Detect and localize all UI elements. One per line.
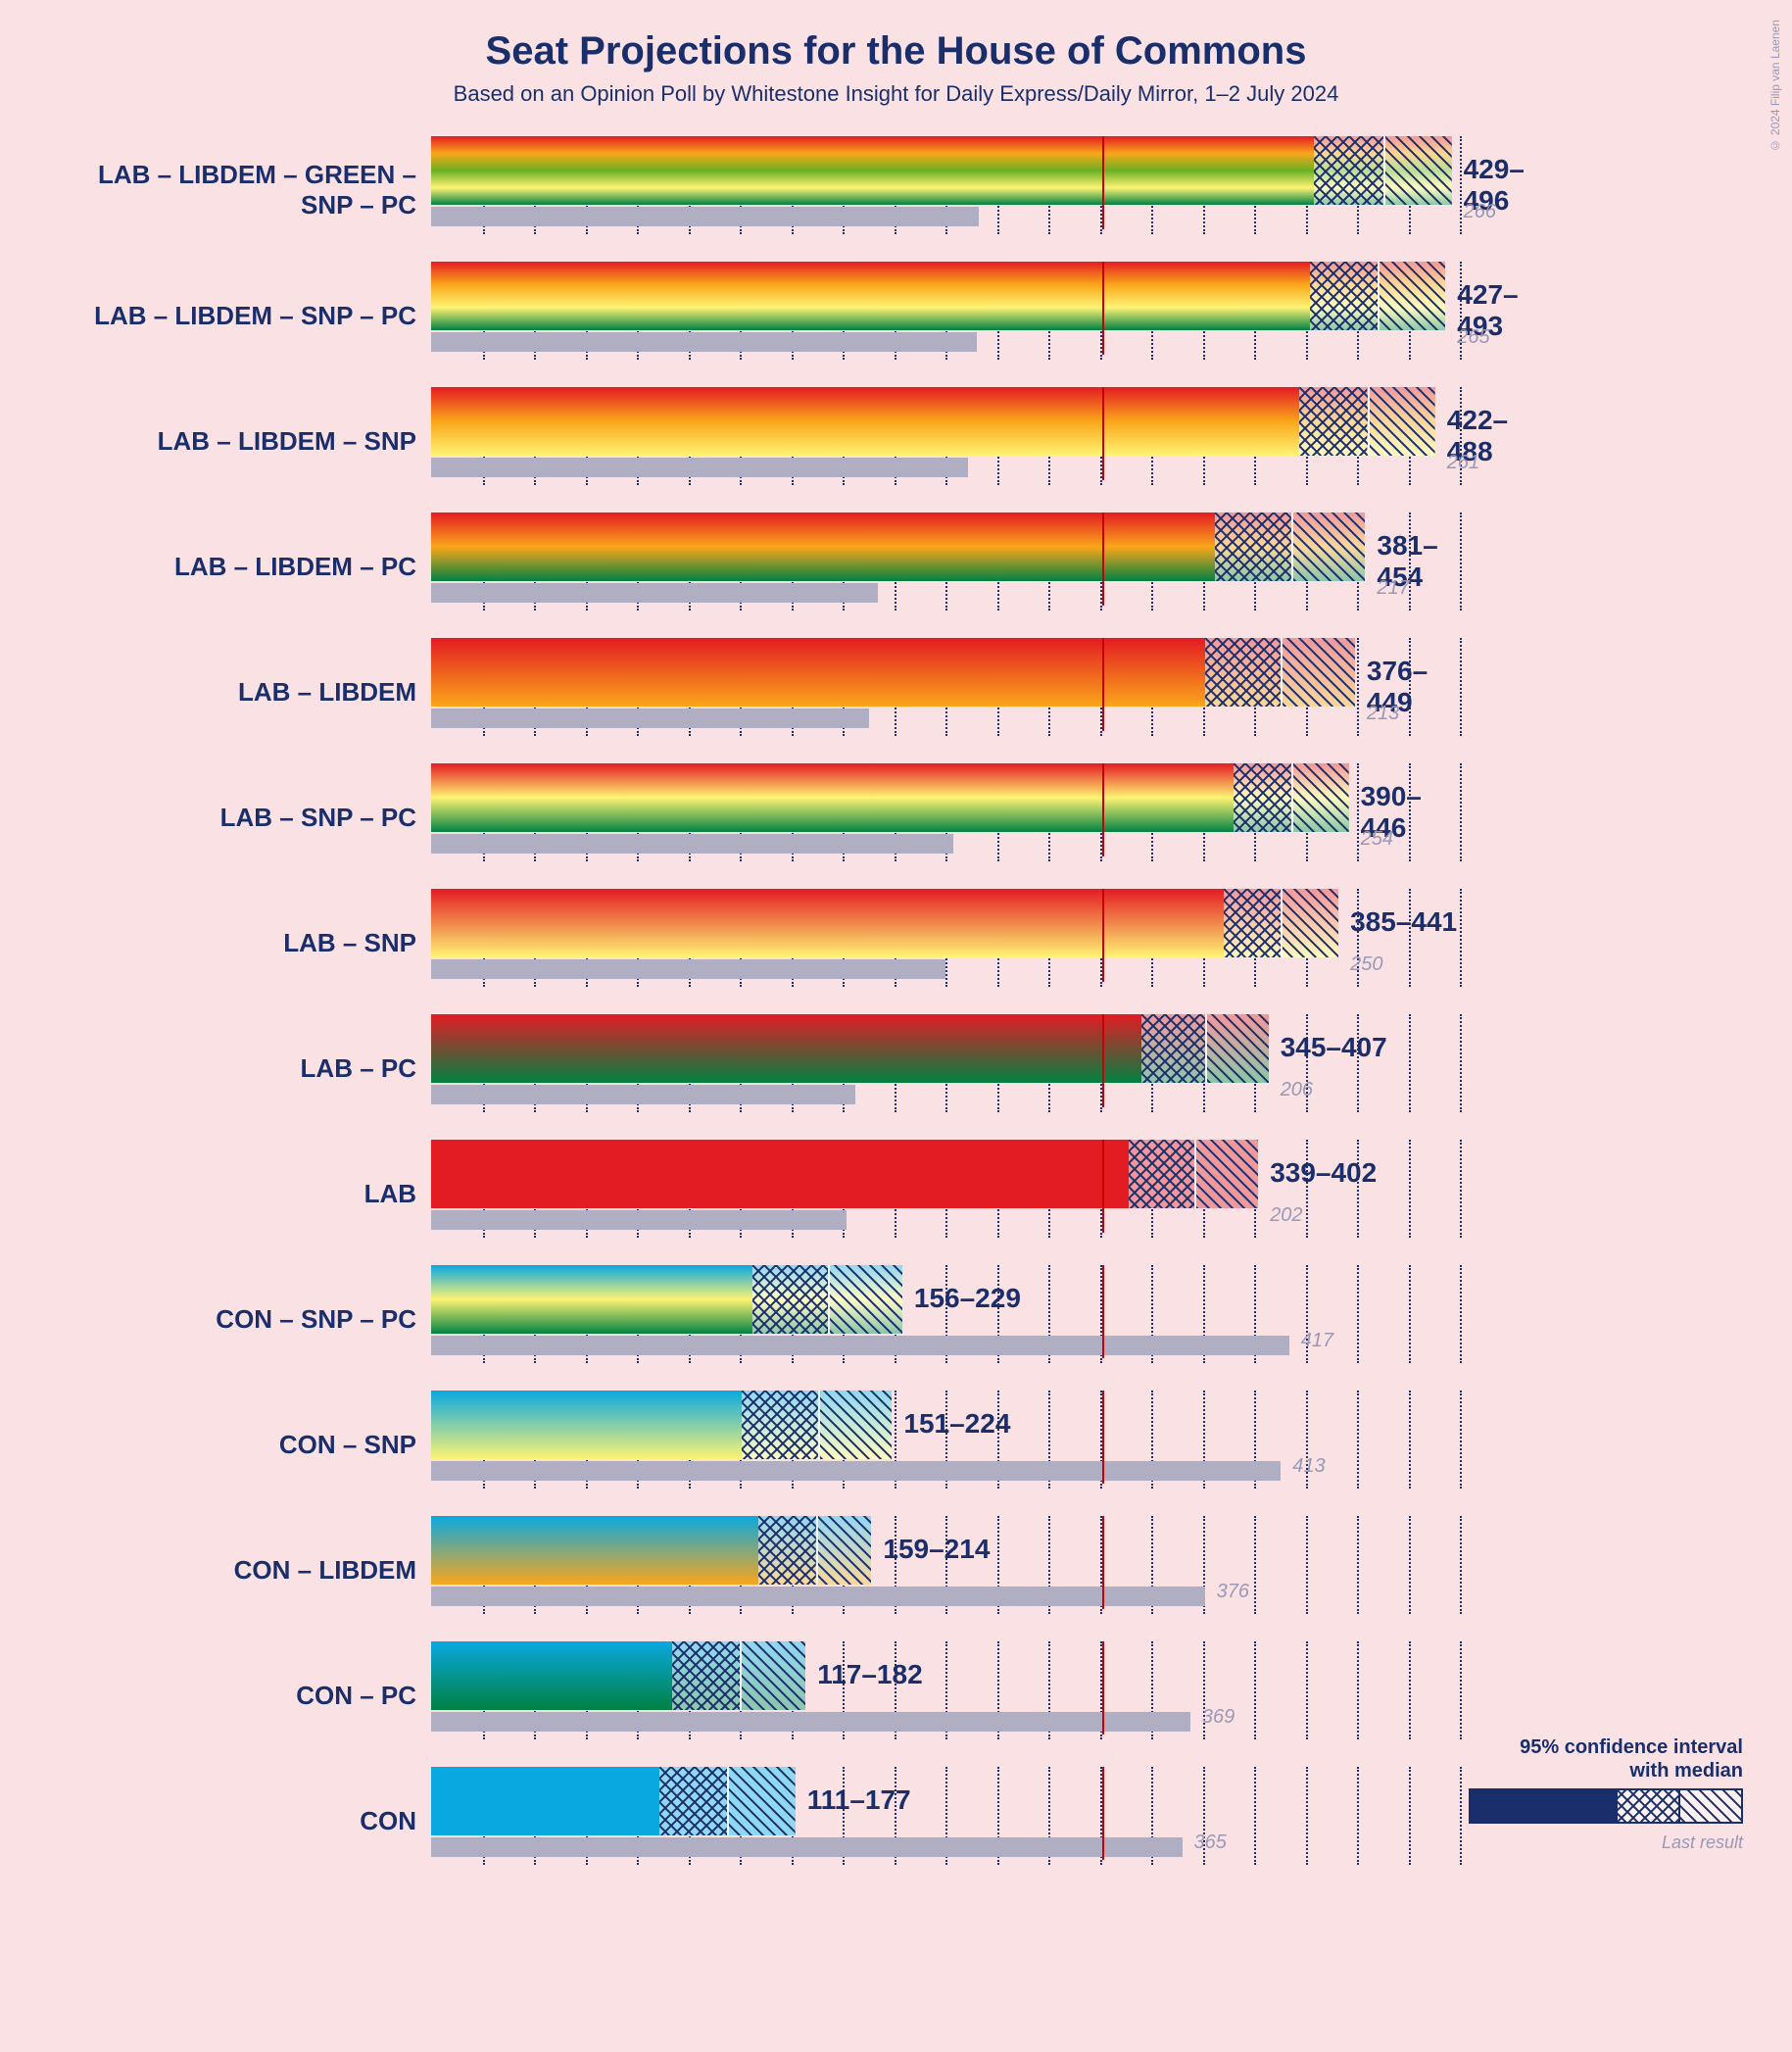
range-value: 159–214 (883, 1534, 990, 1565)
bar-zone: 117–182 369 (431, 1641, 1460, 1767)
coalition-row: CON – LIBDEM 159–214 376 (39, 1516, 1753, 1641)
last-value: 202 (1270, 1204, 1302, 1227)
bar-zone: 159–214 376 (431, 1516, 1460, 1641)
coalition-label: LAB – LIBDEM – GREEN – SNP – PC (39, 160, 431, 220)
last-result-bar (431, 1837, 1183, 1857)
confidence-interval (1314, 136, 1452, 205)
coalition-row: LAB – LIBDEM – PC381–454217 (39, 513, 1753, 638)
coalition-label: CON – LIBDEM (39, 1555, 431, 1586)
bar-zone: 345–407 206 (431, 1014, 1460, 1140)
last-value: 365 (1194, 1832, 1227, 1854)
last-result-bar (431, 1085, 855, 1104)
last-value: 417 (1301, 1330, 1333, 1352)
coalition-row: CON – SNP 151–224 413 (39, 1391, 1753, 1516)
coalition-row: LAB 339–402 202 (39, 1140, 1753, 1265)
confidence-interval (1215, 513, 1365, 581)
last-result-bar (431, 834, 953, 854)
last-value: 369 (1202, 1706, 1235, 1729)
last-value: 217 (1377, 577, 1409, 600)
bar-zone: 156–229 417 (431, 1265, 1460, 1391)
coalition-row: LAB – SNP 385–441 250 (39, 889, 1753, 1014)
confidence-interval (742, 1391, 892, 1459)
last-result-bar (431, 583, 878, 603)
last-result-bar (431, 207, 979, 226)
last-value: 206 (1281, 1079, 1313, 1101)
last-result-bar (431, 1461, 1281, 1481)
bar-zone: 422–488261 (431, 387, 1460, 513)
coalition-label: LAB – LIBDEM – PC (39, 552, 431, 582)
coalition-row: LAB – LIBDEM – GREEN – SNP – PC429–49626… (39, 136, 1753, 262)
last-result-bar (431, 1587, 1205, 1606)
legend: 95% confidence interval with median Last… (1469, 1735, 1743, 1853)
projection-bar (431, 387, 1435, 456)
coalition-row: CON – SNP – PC 156–229 417 (39, 1265, 1753, 1391)
range-value: 117–182 (817, 1659, 922, 1690)
bar-zone: 385–441 250 (431, 889, 1460, 1014)
last-value: 250 (1350, 953, 1382, 976)
bar-zone: 381–454217 (431, 513, 1460, 638)
coalition-label: LAB – LIBDEM (39, 677, 431, 708)
range-value: 151–224 (903, 1408, 1010, 1440)
range-value: 345–407 (1281, 1032, 1387, 1063)
coalition-row: LAB – LIBDEM – SNP422–488261 (39, 387, 1753, 513)
legend-last-label: Last result (1469, 1832, 1743, 1853)
chart-area: LAB – LIBDEM – GREEN – SNP – PC429–49626… (39, 136, 1753, 1892)
coalition-row: LAB – LIBDEM376–449213 (39, 638, 1753, 763)
coalition-label: LAB – SNP (39, 928, 431, 958)
coalition-label: LAB – PC (39, 1053, 431, 1084)
last-result-bar (431, 332, 977, 352)
copyright-text: © 2024 Filip van Laenen (1768, 20, 1782, 152)
coalition-label: CON – SNP – PC (39, 1304, 431, 1335)
projection-bar (431, 889, 1338, 957)
range-value: 339–402 (1270, 1157, 1377, 1189)
coalition-label: LAB – LIBDEM – SNP (39, 426, 431, 457)
coalition-row: LAB – SNP – PC390–446254 (39, 763, 1753, 889)
confidence-interval (672, 1641, 806, 1710)
confidence-interval (758, 1516, 872, 1585)
coalition-label: CON – SNP (39, 1430, 431, 1460)
bar-zone: 111–177 365 (431, 1767, 1460, 1892)
range-value: 385–441 (1350, 906, 1457, 938)
bar-zone: 390–446254 (431, 763, 1460, 889)
last-value: 254 (1361, 828, 1393, 851)
bar-zone: 339–402 202 (431, 1140, 1460, 1265)
range-value: 156–229 (914, 1283, 1021, 1314)
coalition-label: LAB – SNP – PC (39, 803, 431, 833)
coalition-row: LAB – PC 345–407 206 (39, 1014, 1753, 1140)
confidence-interval (1129, 1140, 1258, 1208)
last-value: 261 (1447, 452, 1479, 474)
coalition-label: LAB – LIBDEM – SNP – PC (39, 301, 431, 331)
last-result-bar (431, 1712, 1190, 1732)
confidence-interval (752, 1265, 902, 1334)
projection-bar (431, 763, 1349, 832)
coalition-label: LAB (39, 1179, 431, 1209)
coalition-row: LAB – LIBDEM – SNP – PC427–493265 (39, 262, 1753, 387)
last-result-bar (431, 1210, 847, 1230)
last-result-bar (431, 959, 945, 979)
confidence-interval (1205, 638, 1355, 707)
last-value: 413 (1292, 1455, 1325, 1478)
last-result-bar (431, 1336, 1289, 1355)
bar-zone: 151–224 413 (431, 1391, 1460, 1516)
legend-text: 95% confidence interval with median (1469, 1735, 1743, 1783)
coalition-label: CON (39, 1806, 431, 1836)
projection-bar (431, 136, 1452, 205)
projection-bar (431, 262, 1445, 330)
chart-title: Seat Projections for the House of Common… (39, 29, 1753, 73)
last-result-bar (431, 708, 869, 728)
last-value: 266 (1464, 201, 1496, 223)
last-value: 265 (1457, 326, 1489, 349)
bar-zone: 429–496266 (431, 136, 1460, 262)
bar-zone: 427–493265 (431, 262, 1460, 387)
range-value: 111–177 (807, 1784, 911, 1816)
last-value: 213 (1367, 703, 1399, 725)
last-value: 376 (1217, 1581, 1249, 1603)
chart-subtitle: Based on an Opinion Poll by Whitestone I… (39, 81, 1753, 107)
bar-zone: 376–449213 (431, 638, 1460, 763)
legend-bar (1469, 1788, 1743, 1824)
last-result-bar (431, 458, 968, 477)
coalition-label: CON – PC (39, 1681, 431, 1711)
